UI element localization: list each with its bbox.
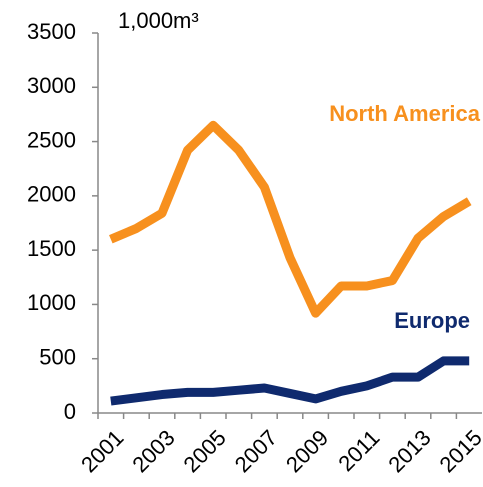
x-tick-label: 2009: [281, 425, 333, 477]
y-tick-label: 0: [64, 399, 76, 424]
y-tick-label: 3500: [27, 19, 76, 44]
x-tick-label: 2001: [76, 425, 128, 477]
x-tick-label: 2005: [179, 425, 231, 477]
y-tick-label: 500: [39, 345, 76, 370]
series-label: Europe: [394, 308, 470, 333]
x-tick-label: 2013: [383, 425, 435, 477]
line-series: [110, 356, 470, 406]
y-tick-label: 2000: [27, 182, 76, 207]
y-tick-label: 1000: [27, 290, 76, 315]
y-tick-label: 3000: [27, 73, 76, 98]
x-tick-label: 2003: [127, 425, 179, 477]
x-tick-label: 2015: [435, 425, 483, 477]
line-series: [109, 120, 472, 318]
y-tick-label: 2500: [27, 127, 76, 152]
x-tick-label: 2007: [230, 425, 282, 477]
y-tick-label: 1500: [27, 236, 76, 261]
x-tick-label: 2011: [333, 425, 384, 476]
series-label: North America: [329, 101, 481, 126]
unit-label: 1,000m³: [118, 8, 199, 33]
